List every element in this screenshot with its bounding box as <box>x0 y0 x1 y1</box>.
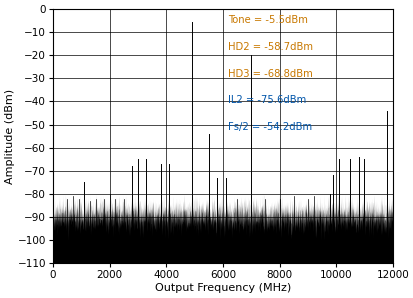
Text: Tone = -5.5dBm: Tone = -5.5dBm <box>228 15 307 25</box>
Text: Fs/2 = -54.2dBm: Fs/2 = -54.2dBm <box>228 122 311 132</box>
Y-axis label: Amplitude (dBm): Amplitude (dBm) <box>5 89 15 184</box>
Text: HD3 = -68.8dBm: HD3 = -68.8dBm <box>228 69 312 79</box>
Text: HD2 = -58.7dBm: HD2 = -58.7dBm <box>228 42 312 52</box>
Text: IL2 = -75.6dBm: IL2 = -75.6dBm <box>228 95 306 105</box>
X-axis label: Output Frequency (MHz): Output Frequency (MHz) <box>154 283 290 293</box>
